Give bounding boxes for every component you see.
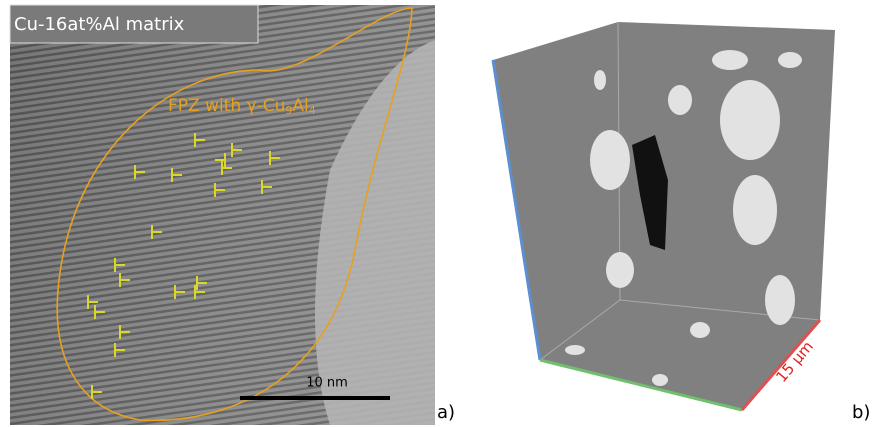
fpz-text: Al [292,96,308,116]
figure: Cu-16at%Al matrix FPZ with γ-Cu9Al4 10 n… [0,0,879,427]
scale-label: 10 nm [306,376,348,391]
fpz-sub: 4 [309,104,316,117]
fpz-text: FPZ with γ-Cu [168,96,285,116]
fpz-label: FPZ with γ-Cu9Al4 [168,96,316,117]
panel-label: a) [437,402,455,423]
panel-b: 15 µm [493,22,835,410]
matrix-label: Cu-16at%Al matrix [14,14,185,35]
fpz-sub: 9 [285,104,292,117]
panel-label: b) [852,402,870,423]
panel-a: Cu-16at%Al matrix FPZ with γ-Cu9Al4 10 n… [10,5,435,425]
